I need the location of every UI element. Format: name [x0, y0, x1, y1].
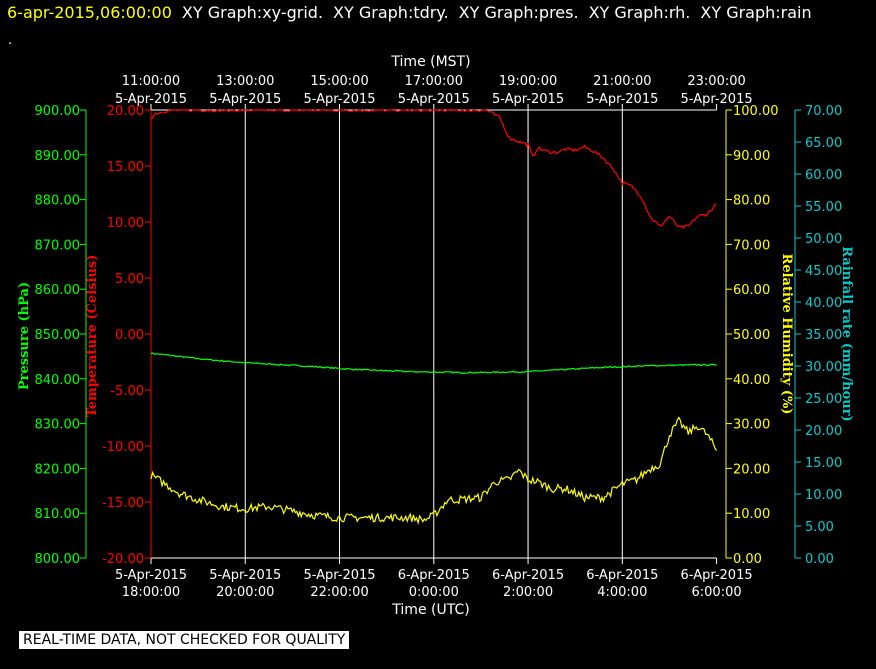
x-bottom-tick-time: 4:00:00 — [597, 585, 647, 600]
rain-tick-label: 30.00 — [805, 360, 842, 375]
window-title: 6-apr-2015,06:00:00 XY Graph:xy-grid. XY G… — [7, 3, 812, 22]
x-top-tick-date: 5-Apr-2015 — [303, 92, 375, 107]
humidity-tick-label: 60.00 — [733, 283, 770, 298]
x-bottom-tick-date: 6-Apr-2015 — [681, 568, 753, 583]
x-bottom-tick-date: 6-Apr-2015 — [586, 568, 658, 583]
humidity-tick-label: 0.00 — [733, 552, 762, 567]
x-top-tick-date: 5-Apr-2015 — [586, 92, 658, 107]
x-top-tick-date: 5-Apr-2015 — [681, 92, 753, 107]
temperature-tick-label: 0.00 — [115, 328, 144, 343]
x-bottom-title: Time (UTC) — [391, 602, 469, 618]
pressure-axis-label: Pressure (hPa) — [17, 282, 32, 390]
x-top-tick-time: 21:00:00 — [593, 74, 651, 89]
x-top-tick-date: 5-Apr-2015 — [115, 92, 187, 107]
temperature-tick-label: 15.00 — [107, 160, 144, 175]
graph-name-rain: XY Graph:rain — [700, 3, 812, 22]
quality-disclaimer: REAL-TIME DATA, NOT CHECKED FOR QUALITY — [19, 631, 350, 649]
pressure-tick-label: 820.00 — [35, 462, 81, 477]
temperature-axis-label: Temperature (Celsius) — [85, 255, 100, 418]
humidity-tick-label: 40.00 — [733, 373, 770, 388]
x-top-tick-time: 17:00:00 — [405, 74, 463, 89]
pressure-tick-label: 870.00 — [35, 238, 81, 253]
x-bottom-tick-date: 5-Apr-2015 — [209, 568, 281, 583]
pressure-tick-label: 900.00 — [35, 104, 81, 119]
graph-name-pres: XY Graph:pres. — [458, 3, 579, 22]
x-bottom-tick-date: 5-Apr-2015 — [115, 568, 187, 583]
x-top-tick-time: 23:00:00 — [687, 74, 745, 89]
x-bottom-tick-time: 18:00:00 — [122, 585, 180, 600]
x-top-tick-date: 5-Apr-2015 — [492, 92, 564, 107]
rain-tick-label: 70.00 — [805, 104, 842, 119]
humidity-tick-label: 80.00 — [733, 194, 770, 209]
graph-name-xy-grid: XY Graph:xy-grid. — [181, 3, 324, 22]
x-top-title: Time (MST) — [390, 54, 470, 70]
humidity-axis-label: Relative Humidity (%) — [779, 254, 794, 415]
x-top-tick-time: 13:00:00 — [216, 74, 274, 89]
humidity-tick-label: 90.00 — [733, 149, 770, 164]
x-top-tick-time: 11:00:00 — [122, 74, 180, 89]
pressure-tick-label: 890.00 — [35, 149, 81, 164]
temperature-tick-label: 5.00 — [115, 272, 144, 287]
pressure-tick-label: 840.00 — [35, 373, 81, 388]
rain-tick-label: 0.00 — [805, 552, 834, 567]
x-bottom-tick-date: 5-Apr-2015 — [303, 568, 375, 583]
x-bottom-tick-time: 2:00:00 — [503, 585, 553, 600]
temperature-tick-label: -15.00 — [102, 496, 144, 511]
rain-tick-label: 5.00 — [805, 520, 834, 535]
pressure-tick-label: 850.00 — [35, 328, 81, 343]
graph-name-tdry: XY Graph:tdry. — [333, 3, 449, 22]
x-bottom-tick-time: 0:00:00 — [409, 585, 459, 600]
status-dot: . — [8, 33, 13, 48]
current-date: 6-apr-2015,06:00:00 — [7, 3, 172, 22]
x-bottom-tick-time: 22:00:00 — [310, 585, 368, 600]
temperature-series-line — [150, 109, 717, 229]
rain-tick-label: 35.00 — [805, 328, 842, 343]
humidity-tick-label: 30.00 — [733, 418, 770, 433]
rain-tick-label: 50.00 — [805, 232, 842, 247]
rain-tick-label: 25.00 — [805, 392, 842, 407]
x-top-tick-time: 19:00:00 — [499, 74, 557, 89]
rain-tick-label: 45.00 — [805, 264, 842, 279]
x-bottom-tick-date: 6-Apr-2015 — [398, 568, 470, 583]
pressure-series-line — [150, 352, 717, 374]
x-top-tick-time: 15:00:00 — [310, 74, 368, 89]
rain-tick-label: 15.00 — [805, 456, 842, 471]
temperature-tick-label: -20.00 — [102, 552, 144, 567]
pressure-tick-label: 830.00 — [35, 418, 81, 433]
pressure-tick-label: 810.00 — [35, 507, 81, 522]
rain-tick-label: 65.00 — [805, 136, 842, 151]
temperature-tick-label: -10.00 — [102, 440, 144, 455]
x-bottom-tick-time: 20:00:00 — [216, 585, 274, 600]
humidity-tick-label: 20.00 — [733, 462, 770, 477]
x-top-tick-date: 5-Apr-2015 — [209, 92, 281, 107]
rain-tick-label: 20.00 — [805, 424, 842, 439]
humidity-tick-label: 100.00 — [733, 104, 779, 119]
pressure-tick-label: 860.00 — [35, 283, 81, 298]
temperature-tick-label: -5.00 — [110, 384, 144, 399]
temperature-tick-label: 10.00 — [107, 216, 144, 231]
graph-name-rh: XY Graph:rh. — [588, 3, 691, 22]
humidity-tick-label: 50.00 — [733, 328, 770, 343]
axes-layer: 11:00:00 5-Apr-2015 5-Apr-2015 18:00:00 13:0… — [35, 74, 843, 600]
humidity-tick-label: 70.00 — [733, 238, 770, 253]
rain-tick-label: 60.00 — [805, 168, 842, 183]
rain-tick-label: 40.00 — [805, 296, 842, 311]
humidity-tick-label: 10.00 — [733, 507, 770, 522]
temperature-tick-label: 20.00 — [107, 104, 144, 119]
x-bottom-tick-date: 6-Apr-2015 — [492, 568, 564, 583]
rain-axis-label: Rainfall rate (mm/hour) — [839, 246, 854, 421]
humidity-series-line — [150, 416, 718, 525]
rain-tick-label: 55.00 — [805, 200, 842, 215]
x-top-tick-date: 5-Apr-2015 — [398, 92, 470, 107]
pressure-tick-label: 880.00 — [35, 194, 81, 209]
rain-tick-label: 10.00 — [805, 488, 842, 503]
x-bottom-tick-time: 6:00:00 — [692, 585, 742, 600]
series-layer — [150, 109, 718, 525]
pressure-tick-label: 800.00 — [35, 552, 81, 567]
